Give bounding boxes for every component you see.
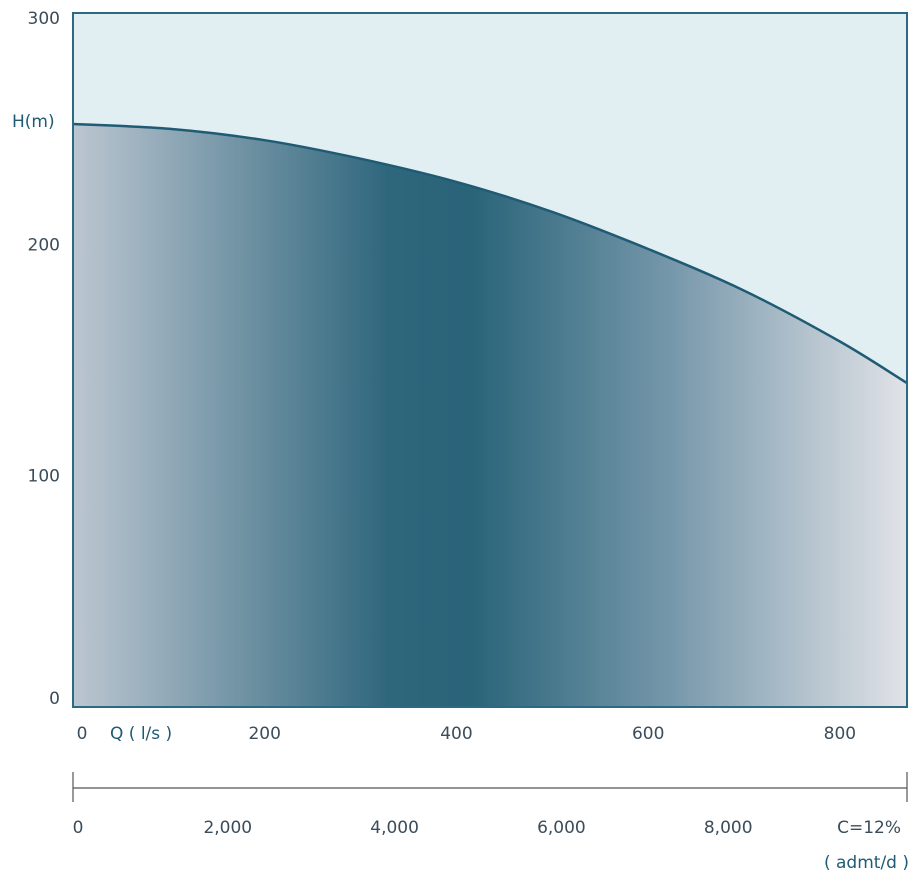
y-tick-label: 0 xyxy=(49,689,60,709)
head-area-fill xyxy=(73,124,907,707)
x-axis-label: Q ( l/s ) xyxy=(110,724,172,744)
y-axis-label: H(m) xyxy=(12,112,55,132)
x-tick-label: 400 xyxy=(440,724,472,744)
secondary-axis-unit-top: C=12% xyxy=(837,818,901,838)
secondary-tick-label: 8,000 xyxy=(704,818,753,838)
secondary-tick-label: 4,000 xyxy=(370,818,419,838)
secondary-axis xyxy=(72,772,908,802)
x-axis-ticks: 0 200 400 600 800 xyxy=(77,724,857,744)
y-tick-label: 200 xyxy=(28,235,60,255)
secondary-tick-label: 0 xyxy=(73,818,84,838)
plot-frame xyxy=(72,12,908,708)
secondary-tick-label: 6,000 xyxy=(537,818,586,838)
secondary-tick-label: 2,000 xyxy=(203,818,252,838)
secondary-axis-unit-bottom: ( admt/d ) xyxy=(824,853,909,873)
x-tick-label: 800 xyxy=(824,724,856,744)
y-tick-label: 100 xyxy=(28,467,60,487)
head-curve xyxy=(72,122,908,385)
x-tick-label: 600 xyxy=(632,724,664,744)
x-tick-label: 0 xyxy=(77,724,88,744)
y-tick-label: 300 xyxy=(28,9,60,29)
x-tick-label: 200 xyxy=(248,724,280,744)
secondary-axis-ticks: 0 2,000 4,000 6,000 8,000 xyxy=(73,818,753,838)
y-axis-ticks: 0 100 200 300 xyxy=(28,9,60,709)
